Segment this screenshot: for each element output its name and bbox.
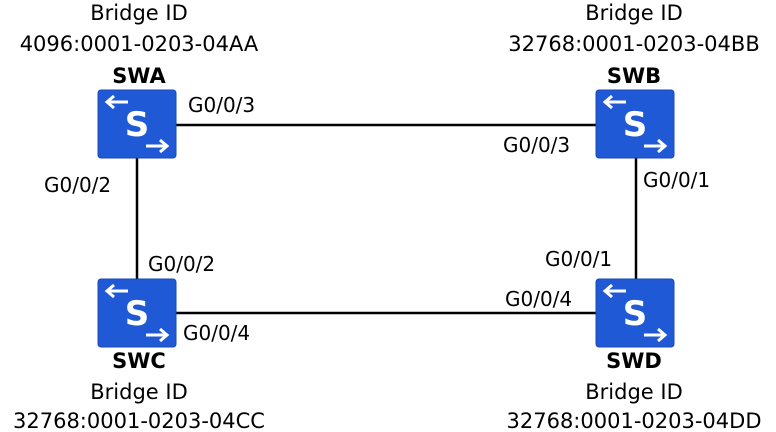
swa-bridge-id: 4096:0001-0203-04AA bbox=[20, 32, 259, 56]
swd-port-to-swc: G0/0/4 bbox=[505, 287, 572, 311]
swb-port-to-swd: G0/0/1 bbox=[643, 168, 710, 192]
swd-name: SWD bbox=[606, 349, 662, 373]
swc-bridge-id: 32768:0001-0203-04CC bbox=[13, 409, 265, 432]
swd-switch-icon[interactable] bbox=[594, 277, 676, 349]
swb-bridge-label: Bridge ID bbox=[585, 1, 683, 25]
swd-bridge-id: 32768:0001-0203-04DD bbox=[507, 409, 762, 432]
swc-name: SWC bbox=[112, 349, 166, 373]
swa-name: SWA bbox=[112, 64, 166, 88]
swb-switch-icon[interactable] bbox=[594, 88, 676, 160]
swb-bridge-id: 32768:0001-0203-04BB bbox=[508, 32, 759, 56]
swb-port-to-swa: G0/0/3 bbox=[503, 133, 570, 157]
swb-name: SWB bbox=[607, 64, 661, 88]
swd-port-to-swb: G0/0/1 bbox=[545, 247, 612, 271]
swc-switch-icon[interactable] bbox=[96, 277, 178, 349]
swc-bridge-label: Bridge ID bbox=[90, 380, 188, 404]
swd-bridge-label: Bridge ID bbox=[585, 380, 683, 404]
swc-port-to-swa: G0/0/2 bbox=[148, 252, 215, 276]
swa-port-to-swb: G0/0/3 bbox=[188, 93, 255, 117]
swc-port-to-swd: G0/0/4 bbox=[183, 321, 250, 345]
swa-bridge-label: Bridge ID bbox=[90, 1, 188, 25]
swa-switch-icon[interactable] bbox=[96, 88, 178, 160]
swa-port-to-swc: G0/0/2 bbox=[44, 173, 111, 197]
